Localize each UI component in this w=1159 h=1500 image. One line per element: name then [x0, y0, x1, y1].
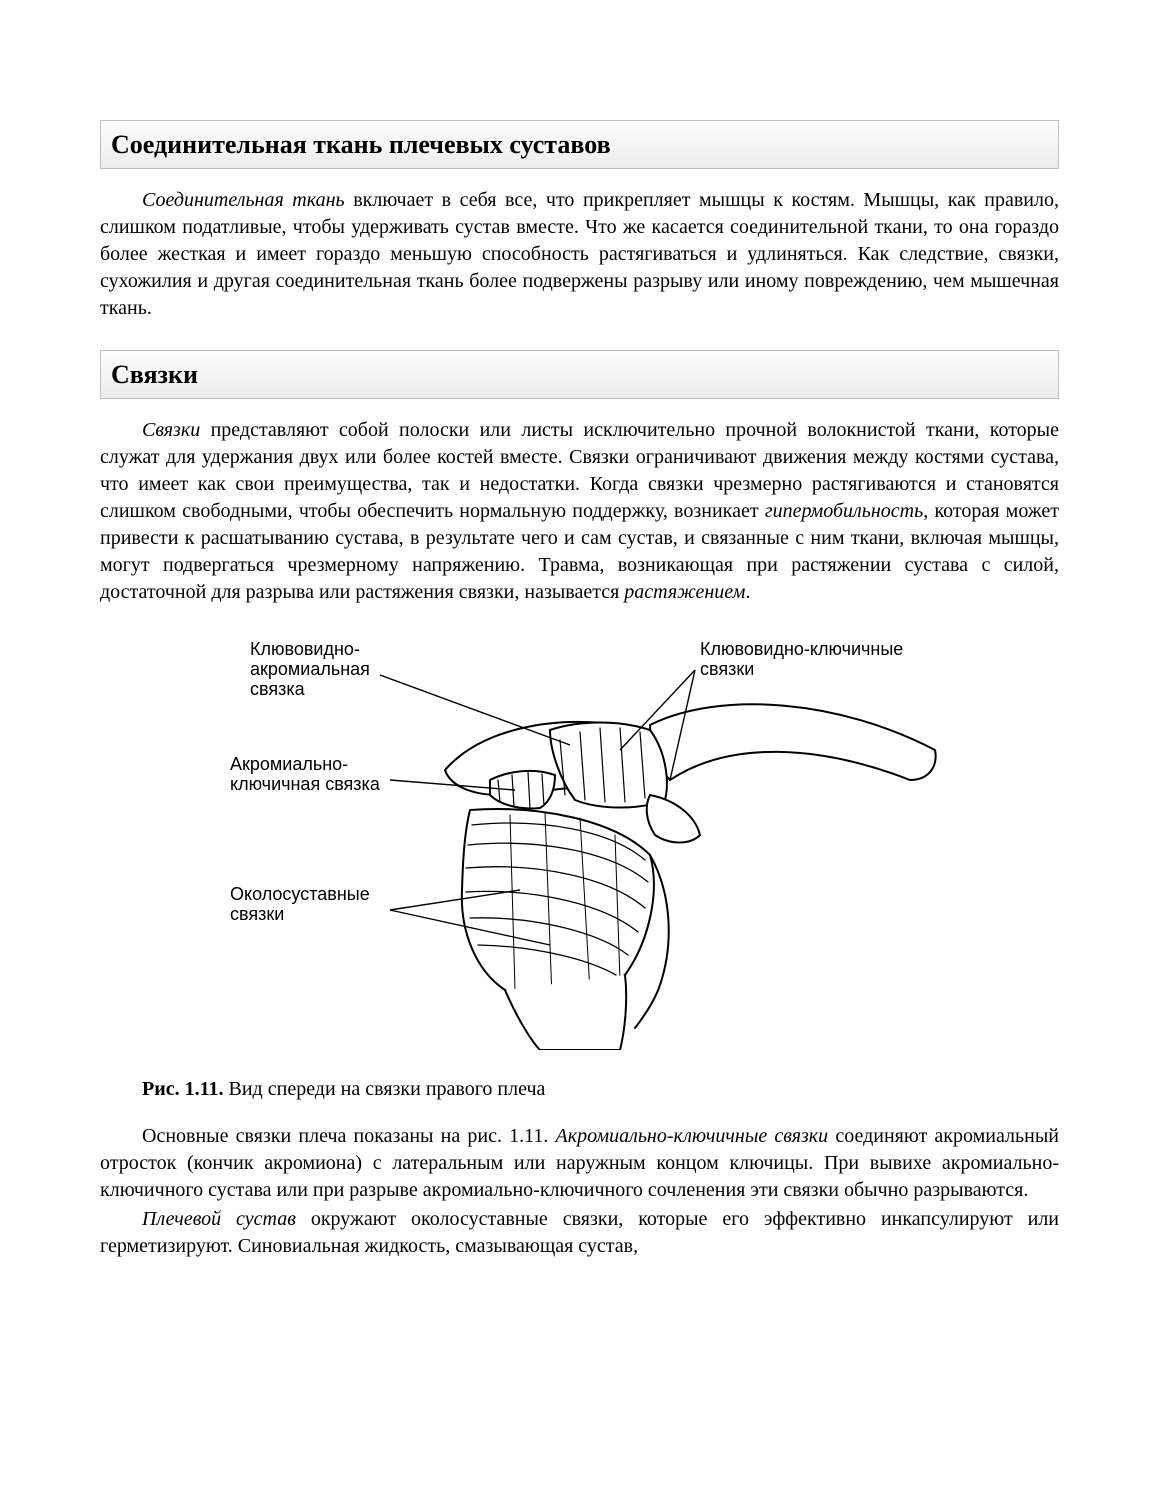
figure-caption-number: Рис. 1.11. — [142, 1078, 229, 1100]
text-af-1a: Основные связки плеча показаны на рис. 1… — [142, 1125, 556, 1147]
para-ligaments-1: Связки представляют собой полоски или ли… — [100, 417, 1059, 606]
italic-acromioclavicular-ligaments: Акромиально-ключичные связки — [556, 1125, 829, 1147]
heading-ligaments: Связки — [100, 350, 1059, 399]
italic-hypermobility: гипермобильность — [765, 500, 923, 522]
figure-1-11: Клювовидно- акромиальная связка Акромиал… — [100, 630, 1059, 1058]
fig-label-acromioclavicular-1: Акромиально- — [230, 754, 348, 774]
heading-connective-tissue: Соединительная ткань плечевых суставов — [100, 120, 1059, 169]
fig-label-coracoclavicular-1: Клювовидно-ключичные — [700, 639, 903, 659]
italic-shoulder-joint: Плечевой сустав — [142, 1208, 296, 1230]
figure-caption-text: Вид спереди на связки правого плеча — [229, 1078, 546, 1100]
shoulder-ligaments-diagram: Клювовидно- акромиальная связка Акромиал… — [220, 630, 940, 1050]
fig-label-acromioclavicular-2: ключичная связка — [230, 774, 381, 794]
italic-sprain: растяжением — [624, 581, 745, 603]
fig-label-capsular-2: связки — [230, 904, 284, 924]
fig-label-coracoacromial-1: Клювовидно- — [250, 639, 360, 659]
italic-lead-2: Связки — [142, 419, 200, 441]
para-connective-tissue: Соединительная ткань включает в себя все… — [100, 187, 1059, 322]
text-2c: . — [745, 581, 750, 603]
fig-label-capsular-1: Околосуставные — [230, 884, 370, 904]
para-after-figure-1: Основные связки плеча показаны на рис. 1… — [100, 1123, 1059, 1204]
fig-label-coracoacromial-2: акромиальная — [250, 659, 370, 679]
fig-label-coracoclavicular-2: связки — [700, 659, 754, 679]
fig-label-coracoacromial-3: связка — [250, 679, 306, 699]
figure-caption-1-11: Рис. 1.11. Вид спереди на связки правого… — [142, 1076, 1059, 1103]
italic-lead-1: Соединительная ткань — [142, 189, 345, 211]
para-after-figure-2: Плечевой сустав окружают околосуставные … — [100, 1206, 1059, 1260]
